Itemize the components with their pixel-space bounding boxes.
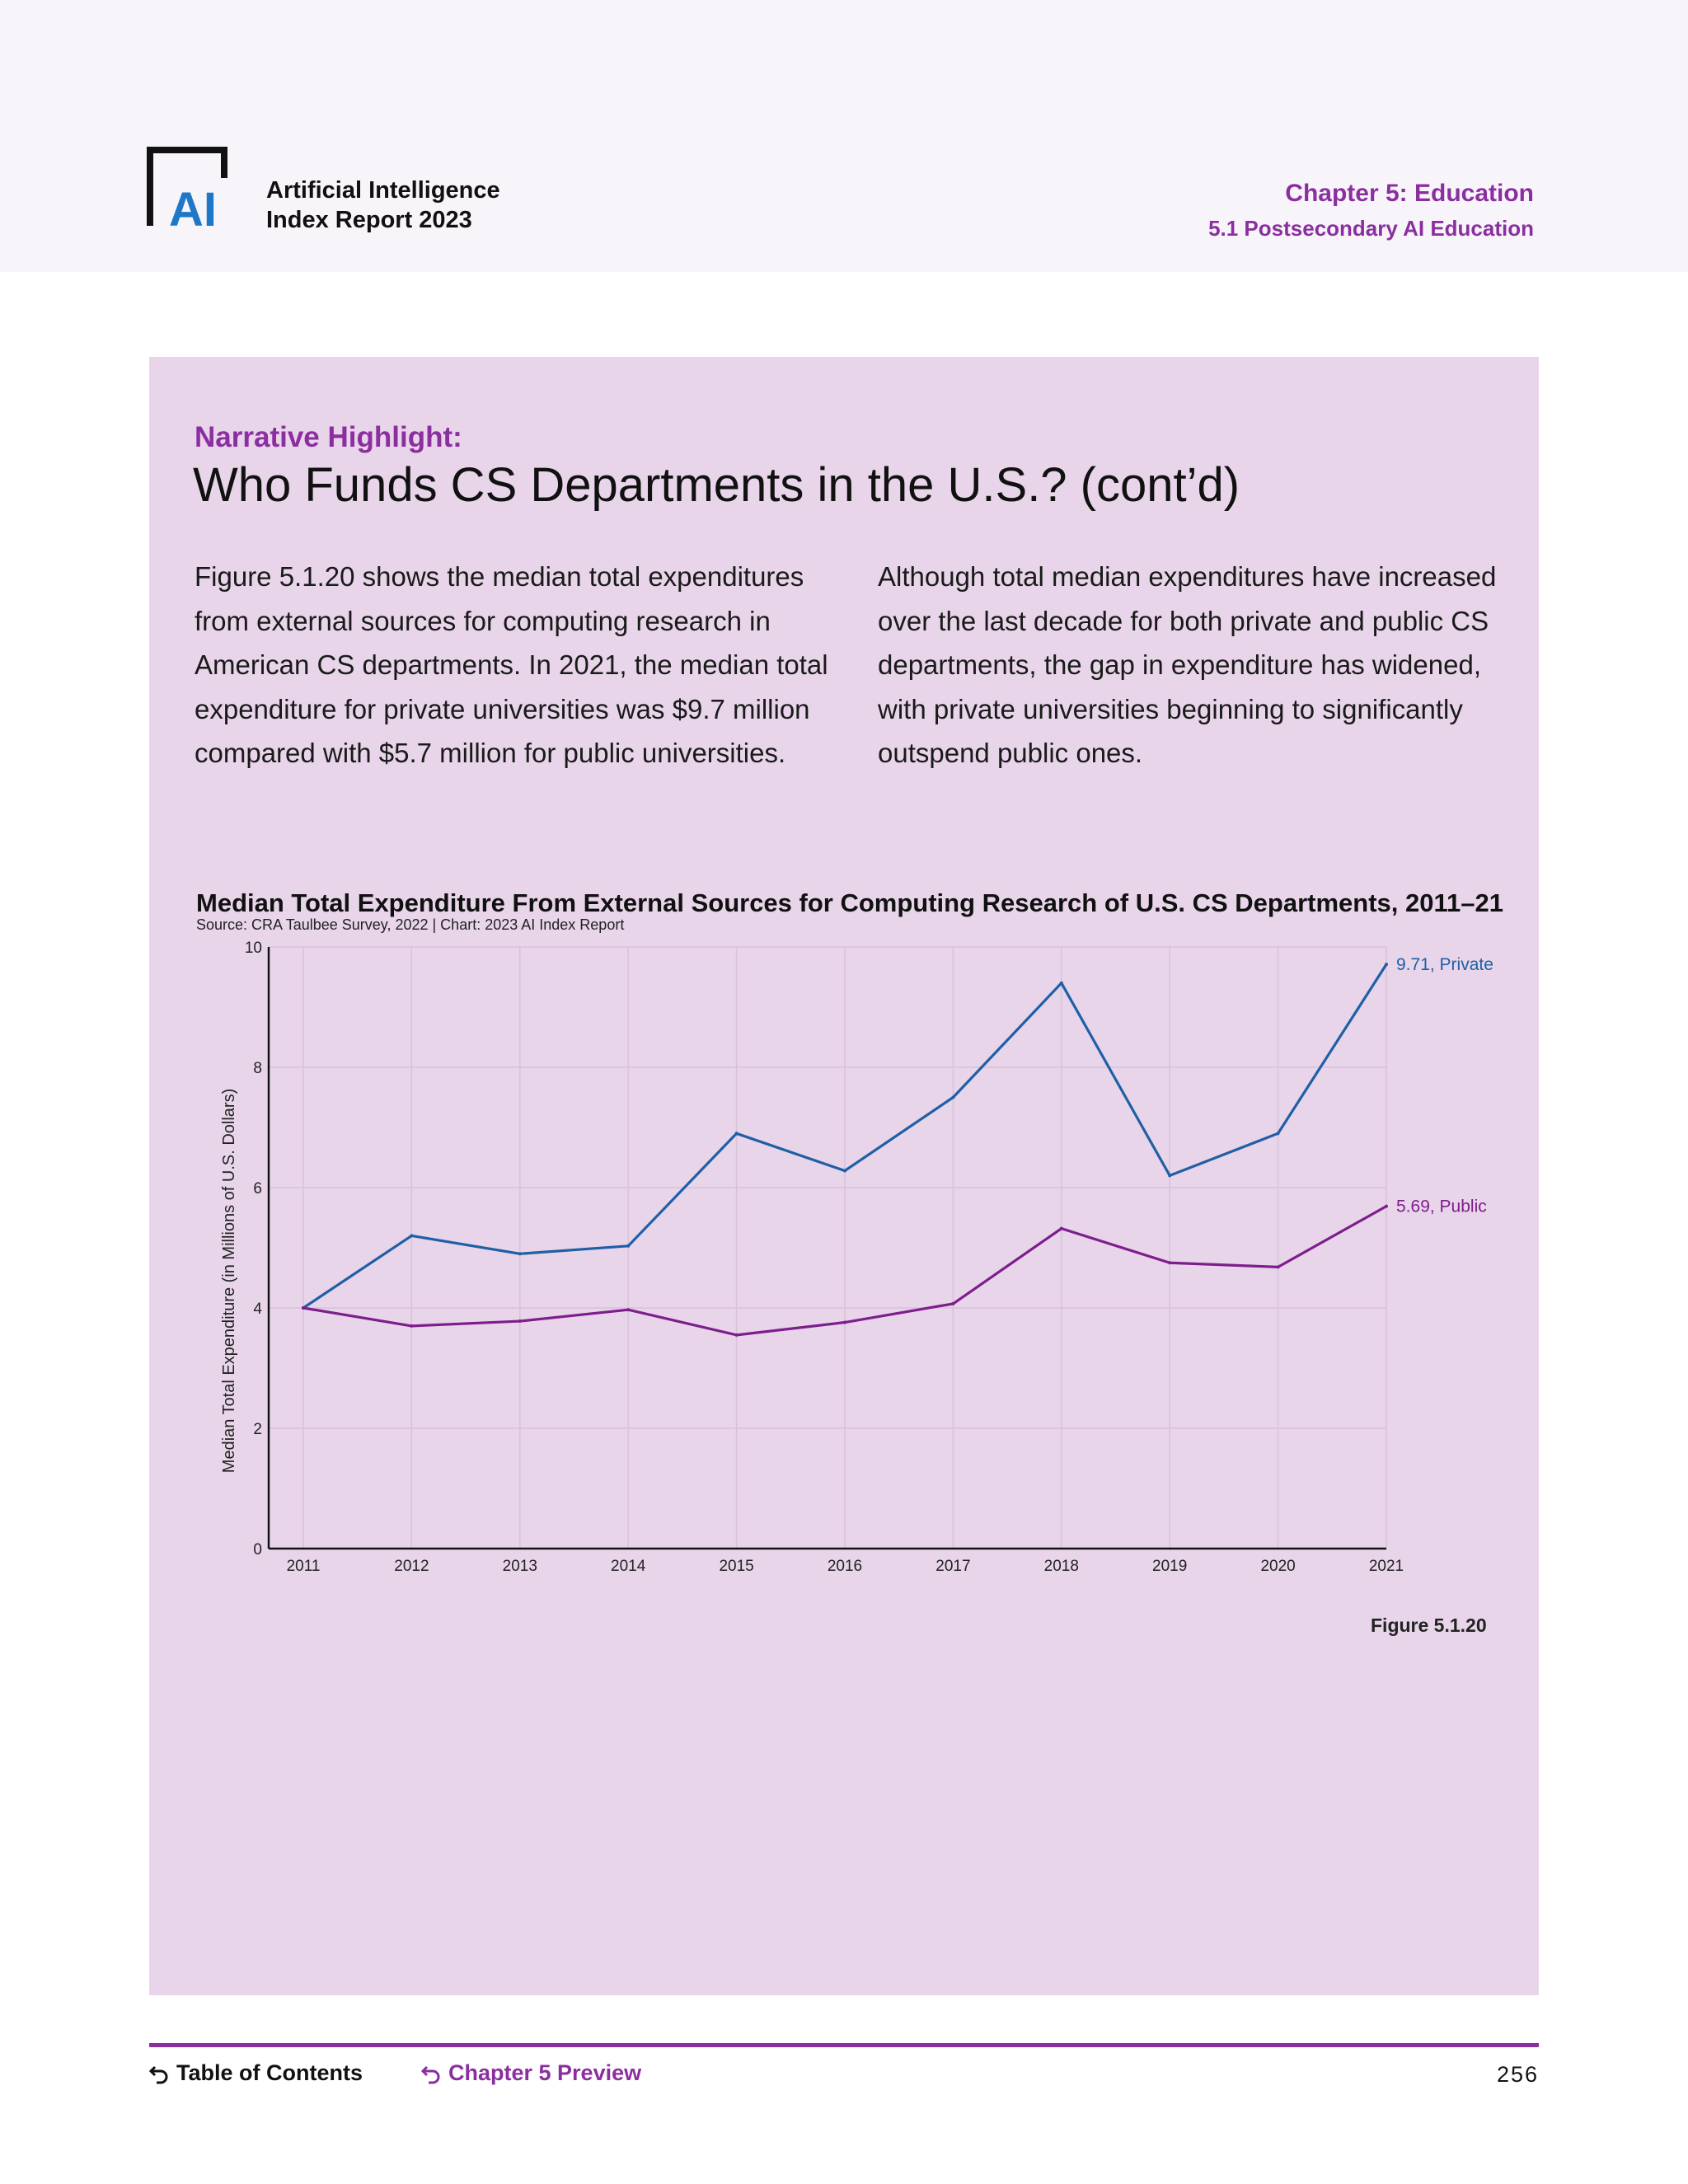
report-title-line1: Artificial Intelligence xyxy=(266,177,500,204)
narrative-highlight-label: Narrative Highlight: xyxy=(195,421,462,453)
figure-label: Figure 5.1.20 xyxy=(1371,1615,1487,1636)
chapter-preview-link[interactable]: Chapter 5 Preview xyxy=(420,2060,641,2086)
data-point-public xyxy=(734,1333,738,1337)
data-point-private xyxy=(951,1095,955,1099)
report-title: Artificial Intelligence Index Report 202… xyxy=(266,176,500,235)
data-point-public xyxy=(1168,1261,1172,1265)
x-tick-label: 2017 xyxy=(935,1558,970,1575)
x-tick-label: 2018 xyxy=(1044,1558,1079,1575)
chapter-preview-label: Chapter 5 Preview xyxy=(448,2060,642,2085)
ai-index-logo: AI xyxy=(147,147,227,229)
chapter-title[interactable]: Chapter 5: Education xyxy=(1285,180,1534,207)
data-point-private xyxy=(518,1252,522,1256)
y-tick-label: 8 xyxy=(253,1060,262,1077)
data-point-public xyxy=(302,1306,305,1310)
x-tick-label: 2016 xyxy=(828,1558,862,1575)
chart-series xyxy=(302,963,1388,1337)
chart-labels: 9.71, Private 5.69, Public xyxy=(1396,955,1493,1216)
data-point-private xyxy=(626,1244,631,1248)
x-tick-label: 2015 xyxy=(719,1558,753,1575)
y-tick-label: 10 xyxy=(245,940,262,957)
data-point-private xyxy=(1059,981,1063,985)
y-tick-label: 6 xyxy=(253,1180,262,1197)
return-arrow-icon xyxy=(420,2065,440,2083)
chart-title: Median Total Expenditure From External S… xyxy=(196,888,1503,917)
series-end-label-public: 5.69, Public xyxy=(1396,1197,1487,1216)
y-tick-label: 2 xyxy=(253,1421,262,1438)
series-end-label-private: 9.71, Private xyxy=(1396,955,1493,974)
narrative-highlight-panel: Narrative Highlight: Who Funds CS Depart… xyxy=(149,357,1539,1995)
report-title-line2: Index Report 2023 xyxy=(266,207,472,233)
data-point-public xyxy=(1276,1265,1280,1269)
paragraph-right: Although total median expenditures have … xyxy=(878,561,1497,768)
narrative-highlight-title: Who Funds CS Departments in the U.S.? (c… xyxy=(193,458,1240,512)
y-tick-label: 0 xyxy=(253,1541,262,1558)
data-point-private xyxy=(1385,963,1388,967)
data-point-public xyxy=(626,1308,631,1312)
paragraph-left: Figure 5.1.20 shows the median total exp… xyxy=(195,561,828,768)
logo-text: AI xyxy=(169,183,217,229)
section-title[interactable]: 5.1 Postsecondary AI Education xyxy=(1208,216,1534,241)
data-point-private xyxy=(410,1234,414,1238)
line-chart: 0 2 4 6 8 10 2011 2012 2013 2014 2015 2016 2017 2018 2… xyxy=(220,940,1493,1575)
x-tick-label: 2013 xyxy=(503,1558,537,1575)
x-tick-label: 2020 xyxy=(1260,1558,1295,1575)
data-point-public xyxy=(518,1319,522,1324)
y-tick-label: 4 xyxy=(253,1301,262,1318)
data-point-public xyxy=(843,1320,846,1324)
chart-source: Source: CRA Taulbee Survey, 2022 | Chart… xyxy=(196,916,625,933)
x-tick-label: 2021 xyxy=(1369,1558,1404,1575)
x-tick-label: 2019 xyxy=(1152,1558,1187,1575)
data-point-public xyxy=(951,1301,955,1305)
return-arrow-icon xyxy=(148,2065,168,2083)
y-axis-title: Median Total Expenditure (in Millions of… xyxy=(220,1089,238,1474)
data-point-private xyxy=(843,1169,846,1173)
table-of-contents-link[interactable]: Table of Contents xyxy=(148,2060,363,2086)
data-point-private xyxy=(1276,1132,1280,1136)
x-tick-label: 2012 xyxy=(394,1558,429,1575)
chart-axes: 0 2 4 6 8 10 2011 2012 2013 2014 2015 2016 2017 2018 2… xyxy=(220,940,1404,1575)
data-point-public xyxy=(410,1324,414,1328)
footer-divider xyxy=(149,2043,1539,2047)
data-point-public xyxy=(1385,1204,1388,1208)
chart-grid xyxy=(269,946,1387,1549)
page-header: AI Artificial Intelligence Index Report … xyxy=(0,0,1688,272)
x-tick-label: 2014 xyxy=(611,1558,646,1575)
table-of-contents-label: Table of Contents xyxy=(176,2060,363,2085)
page-number: 256 xyxy=(1496,2062,1539,2087)
data-point-private xyxy=(734,1132,738,1136)
data-point-public xyxy=(1059,1226,1063,1230)
data-point-private xyxy=(1168,1174,1172,1178)
x-tick-label: 2011 xyxy=(287,1558,321,1575)
